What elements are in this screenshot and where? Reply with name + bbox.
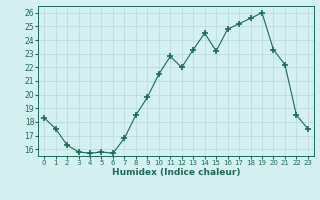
X-axis label: Humidex (Indice chaleur): Humidex (Indice chaleur) <box>112 168 240 177</box>
